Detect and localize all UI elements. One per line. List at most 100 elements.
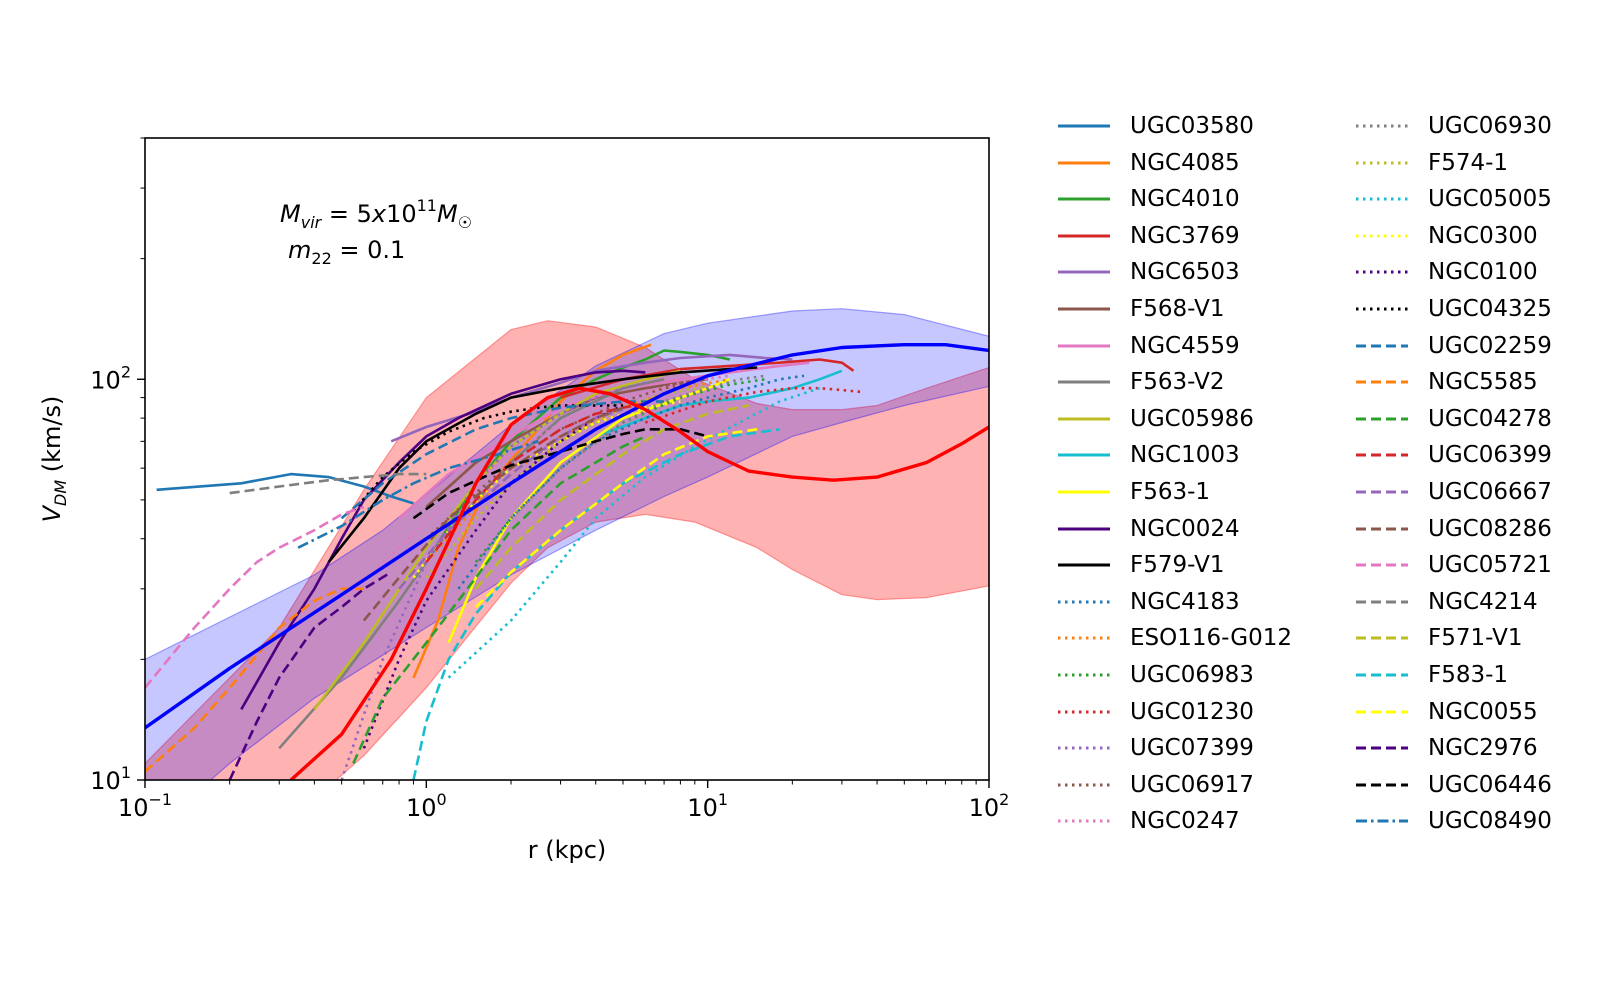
series-line-f571-v1 [474,404,750,590]
legend-label: ESO116-G012 [1130,625,1292,652]
legend-item-ngc4183: NGC4183 [1056,584,1346,620]
legend-label: F579-V1 [1130,552,1225,579]
legend-item-ugc08286: UGC08286 [1354,511,1600,547]
series-line-ugc02259 [340,400,665,520]
uncertainty-band-1 [145,320,989,780]
legend-item-ngc0024: NGC0024 [1056,511,1346,547]
legend-swatch [1356,307,1408,311]
legend-item-ugc01230: UGC01230 [1056,694,1346,730]
legend-item-ugc03580: UGC03580 [1056,108,1346,144]
legend-swatch [1356,124,1408,128]
x-tick-label: 10−1 [118,790,172,822]
legend-label: F563-1 [1130,479,1211,505]
legend-item-ugc04278: UGC04278 [1354,401,1600,437]
series-line-ugc05721 [145,505,365,689]
legend-item-ugc08490: UGC08490 [1354,803,1600,839]
legend-label: NGC0024 [1130,515,1240,542]
series-line-ugc08490 [297,440,539,549]
legend-label: NGC4183 [1130,588,1240,615]
legend-label: NGC4559 [1130,332,1240,359]
legend-swatch [1058,417,1110,421]
legend-item-ngc5585: NGC5585 [1354,364,1600,400]
legend-label: NGC4010 [1130,186,1240,213]
legend-swatch [1356,270,1408,274]
legend-label: NGC3769 [1130,222,1240,249]
legend-label: UGC04278 [1428,405,1552,432]
legend-swatch [1356,453,1408,457]
legend-label: F571-V1 [1428,625,1523,652]
series-line-ugc06667 [398,408,624,590]
legend-item-ngc0055: NGC0055 [1354,694,1600,730]
legend-item-ngc1003: NGC1003 [1056,437,1346,473]
legend-swatch [1058,490,1110,494]
legend-item-f579-v1: F579-V1 [1056,547,1346,583]
legend-label: F568-V1 [1130,296,1225,322]
legend-label: UGC05986 [1130,405,1254,432]
series-line-ugc05005 [447,386,821,679]
legend-item-ugc06399: UGC06399 [1354,437,1600,473]
series-line-ngc0100 [362,404,624,749]
legend-label: NGC6503 [1130,259,1240,286]
legend-label: NGC1003 [1130,442,1240,469]
series-line-ugc03580 [156,472,414,505]
series-line-f583-1 [412,428,780,780]
legend-swatch [1058,161,1110,165]
series-line-ngc2976 [228,571,392,780]
legend-swatch [1356,563,1408,567]
legend-label: NGC0300 [1428,222,1538,249]
series-line-ngc0055 [474,428,758,609]
legend-swatch [1356,746,1408,750]
x-axis-label: r (kpc) [528,836,607,864]
legend-label: UGC06667 [1428,479,1552,505]
legend-swatch [1058,270,1110,274]
legend-swatch [1058,124,1110,128]
legend-swatch [1356,636,1408,640]
legend-label: UGC06446 [1428,771,1552,798]
series-line-f563-1 [447,378,731,644]
legend-label: F563-V2 [1130,369,1225,396]
legend-item-ngc0300: NGC0300 [1354,218,1600,254]
legend-label: UGC06917 [1130,771,1254,798]
x-tick-label: 102 [969,790,1010,822]
legend-item-f574-1: F574-1 [1354,145,1600,181]
legend-swatch [1058,344,1110,348]
legend-label: UGC06983 [1130,662,1254,688]
legend-item-ugc04325: UGC04325 [1354,291,1600,327]
legend-item-ngc0247: NGC0247 [1056,803,1346,839]
series-line-ngc4085 [412,343,652,679]
series-line-f579-v1 [327,366,758,563]
legend-label: NGC0100 [1428,259,1538,286]
legend-label: NGC4214 [1428,588,1538,615]
legend-swatch [1356,710,1408,714]
legend-item-f563-1: F563-1 [1056,474,1346,510]
y-tick-label: 102 [90,362,131,394]
legend-item-f563-v2: F563-V2 [1056,364,1346,400]
legend-label: UGC05721 [1428,552,1552,579]
legend-swatch [1058,453,1110,457]
model-curve-41 [145,343,989,730]
series-line-ugc08286 [362,406,624,622]
legend-label: NGC0055 [1428,698,1538,725]
legend-item-ngc2976: NGC2976 [1354,730,1600,766]
legend-swatch [1058,380,1110,384]
legend-label: UGC07399 [1130,735,1254,762]
legend-item-ugc06446: UGC06446 [1354,767,1600,803]
legend-item-ugc02259: UGC02259 [1354,328,1600,364]
legend-swatch [1058,746,1110,750]
legend-label: NGC0247 [1130,808,1240,835]
legend-swatch [1356,417,1408,421]
legend-item-ugc06983: UGC06983 [1056,657,1346,693]
legend-swatch [1058,234,1110,238]
y-axis-label: VDM (km/s) [38,396,70,523]
legend-label: NGC5585 [1428,369,1538,396]
legend-item-f568-v1: F568-V1 [1056,291,1346,327]
legend-swatch [1058,563,1110,567]
legend-label: F574-1 [1428,149,1509,176]
series-line-ngc0024 [240,369,646,711]
legend-item-ngc4010: NGC4010 [1056,181,1346,217]
legend-label: UGC02259 [1428,332,1552,359]
legend-item-ugc05721: UGC05721 [1354,547,1600,583]
legend-swatch [1058,819,1110,823]
legend-label: UGC06399 [1428,442,1552,469]
